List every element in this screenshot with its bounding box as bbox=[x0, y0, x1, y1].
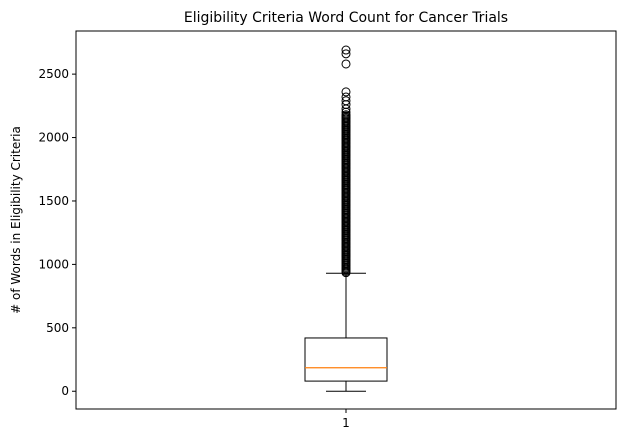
chart-title: Eligibility Criteria Word Count for Canc… bbox=[184, 10, 508, 26]
outlier-point bbox=[341, 59, 351, 69]
y-tick-label: 2000 bbox=[38, 131, 69, 145]
outlier-point bbox=[341, 92, 351, 102]
y-tick-label: 1000 bbox=[38, 257, 69, 271]
y-tick-label: 500 bbox=[46, 321, 69, 335]
interquartile-box bbox=[304, 337, 388, 382]
y-tick-label: 2500 bbox=[38, 67, 69, 81]
plot-area: 0 500 1000 1500 2000 2500 1 bbox=[38, 30, 617, 430]
outlier-point bbox=[341, 49, 351, 59]
y-axis-label: # of Words in Eligibility Criteria bbox=[9, 126, 23, 314]
outlier-point bbox=[341, 87, 351, 97]
outlier-point bbox=[341, 110, 351, 120]
outlier-point bbox=[341, 45, 351, 55]
y-tick-label: 0 bbox=[61, 384, 69, 398]
outlier-point bbox=[341, 96, 351, 106]
y-tick-label: 1500 bbox=[38, 194, 69, 208]
x-tick-label: 1 bbox=[342, 416, 350, 430]
